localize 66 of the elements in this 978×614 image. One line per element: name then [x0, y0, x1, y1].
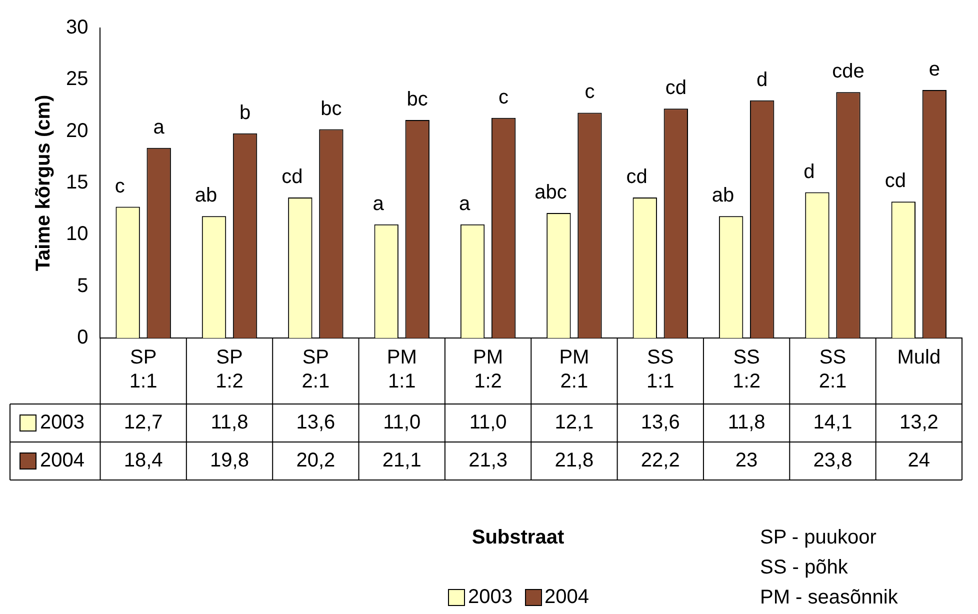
x-tick-label: PM 1:2: [473, 346, 504, 393]
annotation: cd: [884, 170, 906, 192]
data-label: 23,8: [813, 450, 852, 472]
x-tick-label: SP 2:1: [302, 346, 330, 393]
data-label: 13,2: [899, 412, 938, 434]
legend-label: 2003: [40, 412, 84, 434]
text: SP - puukoor: [760, 526, 877, 549]
x-tick-label: SS 1:2: [732, 346, 760, 393]
text: PM - seasõnnik: [760, 586, 899, 609]
data-label: 11,0: [383, 412, 421, 434]
y-axis-title: Taime kõrgus (cm): [32, 94, 55, 272]
data-label: 24: [908, 450, 930, 472]
y-tick-label: 10: [66, 223, 88, 246]
data-label: 13,6: [296, 412, 336, 434]
data-label: 18,4: [124, 450, 163, 472]
annotation: c: [584, 81, 595, 104]
annotation: c: [114, 175, 125, 198]
data-label: 11,8: [210, 412, 248, 434]
y-tick-label: 0: [77, 326, 88, 349]
data-label: 12,7: [124, 412, 163, 434]
annotation: e: [928, 58, 940, 81]
data-label: 21,1: [382, 450, 422, 472]
data-label: 11,0: [469, 412, 507, 434]
annotation: b: [239, 102, 251, 124]
legend-label: 2004: [40, 450, 84, 472]
data-label: 23: [735, 450, 758, 472]
annotation: cd: [282, 166, 303, 188]
annotation: d: [756, 68, 768, 91]
x-tick-label: SS 1:1: [646, 346, 674, 393]
text: 2004: [544, 586, 589, 608]
x-tick-label: SS 2:1: [818, 346, 847, 393]
y-tick-label: 25: [66, 68, 88, 90]
data-label: 20,2: [296, 450, 336, 472]
data-label: 21,3: [468, 450, 508, 472]
data-label: 12,1: [554, 412, 594, 434]
annotation: d: [804, 160, 815, 183]
annotation: abc: [534, 181, 567, 204]
x-tick-label: SP 1:2: [216, 346, 244, 393]
annotation: bc: [406, 88, 428, 110]
y-tick-label: 30: [66, 16, 88, 39]
data-label: 21,8: [554, 450, 594, 472]
annotation: ab: [194, 184, 218, 207]
x-tick-label: PM 1:1: [386, 346, 417, 393]
data-label: 13,6: [640, 412, 680, 434]
x-tick-label: PM 2:1: [559, 346, 590, 393]
y-tick-label: 20: [66, 120, 88, 142]
y-tick-label: 5: [77, 274, 88, 297]
data-label: 11,8: [728, 412, 766, 434]
annotation: ab: [712, 184, 734, 207]
annotation: bc: [320, 98, 342, 120]
annotation: cd: [626, 166, 648, 188]
annotation: c: [498, 86, 509, 108]
data-label: 22,2: [640, 450, 680, 472]
data-label: 14,1: [813, 412, 852, 434]
y-tick-label: 15: [66, 172, 88, 194]
x-tick-label: Muld: [897, 346, 941, 369]
text: 2003: [468, 586, 512, 608]
annotation: a: [153, 116, 166, 138]
x-tick-label: SP 1:1: [129, 346, 158, 393]
data-label: 19,8: [210, 450, 249, 472]
annotation: a: [458, 192, 471, 215]
text: SS - põhk: [760, 556, 849, 579]
annotation: cd: [665, 77, 686, 100]
annotation: a: [372, 192, 385, 215]
text: Substraat: [472, 526, 564, 549]
annotation: cde: [832, 60, 864, 83]
